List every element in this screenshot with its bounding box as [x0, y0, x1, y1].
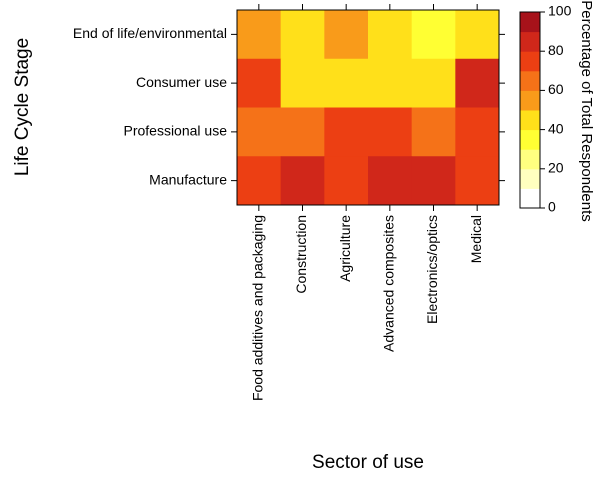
heatmap-cell	[280, 58, 325, 108]
heatmap-cell	[411, 107, 456, 157]
heatmap-cell	[455, 107, 500, 157]
heatmap-cell	[368, 10, 413, 60]
colorbar-bin	[520, 110, 540, 131]
colorbar-bin	[520, 129, 540, 150]
colorbar-title: Percentage of Total Respondents	[578, 0, 595, 222]
colorbar-bin	[520, 31, 540, 52]
colorbar-bin	[520, 51, 540, 72]
colorbar-tick-label: 20	[548, 160, 564, 176]
y-tick-label: Consumer use	[136, 74, 227, 90]
x-axis-title: Sector of use	[312, 452, 424, 473]
x-tick-label: Advanced composites	[381, 215, 397, 352]
y-axis-title: Life Cycle Stage	[12, 38, 33, 176]
heatmap-cells	[237, 10, 500, 206]
heatmap-cell	[280, 107, 325, 157]
heatmap-cell	[455, 10, 500, 60]
heatmap-cell	[237, 58, 282, 108]
heatmap-cell	[411, 58, 456, 108]
colorbar-bin	[520, 188, 540, 209]
colorbar-bin	[520, 90, 540, 111]
panel-border	[236, 9, 500, 206]
heatmap-cell	[368, 156, 413, 206]
y-tick-label: Professional use	[123, 123, 227, 139]
heatmap-cell	[324, 156, 369, 206]
colorbar-tick-label: 100	[548, 3, 572, 19]
y-axis: End of life/environmental Consumer use Pro…	[73, 25, 505, 187]
heatmap-cell	[237, 10, 282, 60]
colorbar-tick-label: 40	[548, 120, 564, 136]
colorbar-bin	[520, 70, 540, 91]
x-tick-label: Construction	[293, 215, 309, 294]
colorbar-tick-label: 80	[548, 42, 564, 58]
y-tick-label: End of life/environmental	[73, 25, 227, 41]
heatmap-cell	[324, 10, 369, 60]
colorbar-bin	[520, 149, 540, 170]
y-tick-label: Manufacture	[149, 171, 227, 187]
heatmap-cell	[237, 156, 282, 206]
colorbar-tick-label: 60	[548, 81, 564, 97]
heatmap-cell	[280, 10, 325, 60]
x-tick-label: Food additives and packaging	[250, 215, 266, 401]
x-axis: Food additives and packaging Construction…	[250, 4, 484, 401]
colorbar-tick-label: 0	[548, 199, 556, 215]
heatmap-cell	[368, 107, 413, 157]
heatmap-cell	[324, 107, 369, 157]
colorbar-bin	[520, 12, 540, 33]
heatmap-cell	[455, 58, 500, 108]
heatmap-cell	[411, 10, 456, 60]
x-tick-label: Electronics/optics	[424, 215, 440, 324]
heatmap-cell	[368, 58, 413, 108]
heatmap-cell	[324, 58, 369, 108]
heatmap-cell	[411, 156, 456, 206]
x-tick-label: Agriculture	[337, 215, 353, 282]
heatmap-cell	[237, 107, 282, 157]
colorbar: 0 20 40 60 80 100	[519, 3, 572, 215]
heatmap-cell	[455, 156, 500, 206]
colorbar-bin	[520, 168, 540, 189]
x-tick-label: Medical	[468, 215, 484, 263]
colorbar-border	[519, 11, 541, 209]
heatmap-cell	[280, 156, 325, 206]
